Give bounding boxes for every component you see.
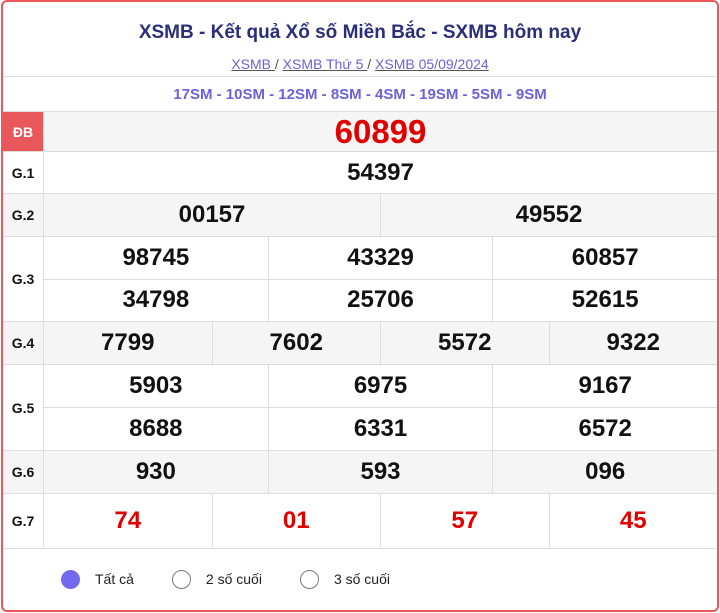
filter-last-2[interactable]: 2 số cuối <box>171 569 262 589</box>
prize-number: 096 <box>492 451 717 493</box>
prize-number: 6572 <box>492 408 717 450</box>
breadcrumb-xsmb[interactable]: XSMB <box>231 56 275 72</box>
filter-all[interactable]: Tất cả <box>61 569 134 589</box>
prize-number: 60857 <box>492 237 717 279</box>
prize-label: G.3 <box>3 237 44 321</box>
prize-row-g1: G.1 54397 <box>3 152 717 194</box>
prize-label: G.5 <box>3 365 44 450</box>
prize-number: 7799 <box>101 329 155 356</box>
filter-label: Tất cả <box>95 571 134 587</box>
page-title: XSMB - Kết quả Xổ số Miền Bắc - SXMB hôm… <box>138 22 582 43</box>
prize-number: 930 <box>135 458 176 485</box>
prize-row-g4: G.4 7799 7602 5572 9322 <box>3 322 717 365</box>
prize-number: 9322 <box>548 322 718 364</box>
prize-number: 6331 <box>267 408 493 450</box>
prize-number: 6975 <box>267 365 493 407</box>
prize-label: ĐB <box>3 112 44 151</box>
breadcrumb-thu5[interactable]: XSMB Thứ 5 <box>282 56 368 72</box>
prize-number: 74 <box>114 507 142 534</box>
prize-row-g3: G.3 98745 43329 60857 34798 25706 52615 <box>3 237 717 322</box>
prize-number: 25706 <box>267 279 493 321</box>
prize-label: G.2 <box>3 194 44 236</box>
prize-number: 34798 <box>122 286 190 314</box>
prize-number: 593 <box>267 451 493 493</box>
prize-number: 54397 <box>347 158 414 186</box>
prize-number: 60899 <box>334 112 427 150</box>
header: XSMB - Kết quả Xổ số Miền Bắc - SXMB hôm… <box>3 2 717 77</box>
digit-filter: Tất cả 2 số cuối 3 số cuối <box>3 549 717 609</box>
prize-number: 7602 <box>211 322 381 364</box>
breadcrumb: XSMB / XSMB Thứ 5 / XSMB 05/09/2024 <box>3 56 717 72</box>
prize-number: 9167 <box>492 365 717 407</box>
prize-number: 45 <box>548 494 718 548</box>
prize-row-g7: G.7 74 01 57 45 <box>3 494 717 549</box>
prize-label: G.7 <box>3 494 44 548</box>
prize-label: G.1 <box>3 152 44 193</box>
prize-number: 98745 <box>122 243 190 271</box>
prize-number: 01 <box>211 494 381 548</box>
breadcrumb-date[interactable]: XSMB 05/09/2024 <box>375 56 489 72</box>
prize-number: 00157 <box>178 201 246 228</box>
prize-number: 5572 <box>380 322 549 364</box>
prize-number: 52615 <box>492 279 717 321</box>
prize-number: 43329 <box>267 237 493 279</box>
draw-codes: 17SM - 10SM - 12SM - 8SM - 4SM - 19SM - … <box>3 77 717 112</box>
prize-row-g2: G.2 00157 49552 <box>3 194 717 237</box>
prize-row-g5: G.5 5903 6975 9167 8688 6331 6572 <box>3 365 717 451</box>
filter-last-3[interactable]: 3 số cuối <box>299 569 390 589</box>
prize-number: 5903 <box>129 372 183 399</box>
prize-row-db: ĐB 60899 <box>3 112 717 152</box>
prize-label: G.4 <box>3 322 44 364</box>
filter-label: 3 số cuối <box>333 571 390 587</box>
breadcrumb-separator: / <box>274 56 279 72</box>
breadcrumb-separator: / <box>367 56 372 72</box>
radio-selected-icon[interactable] <box>61 569 80 589</box>
radio-icon[interactable] <box>171 569 191 589</box>
prize-label: G.6 <box>3 451 44 493</box>
prize-row-g6: G.6 930 593 096 <box>3 451 717 494</box>
prize-number: 57 <box>380 494 549 548</box>
radio-icon[interactable] <box>299 569 319 589</box>
filter-label: 2 số cuối <box>205 571 262 587</box>
prize-number: 8688 <box>129 415 183 442</box>
prize-number: 49552 <box>380 194 717 236</box>
